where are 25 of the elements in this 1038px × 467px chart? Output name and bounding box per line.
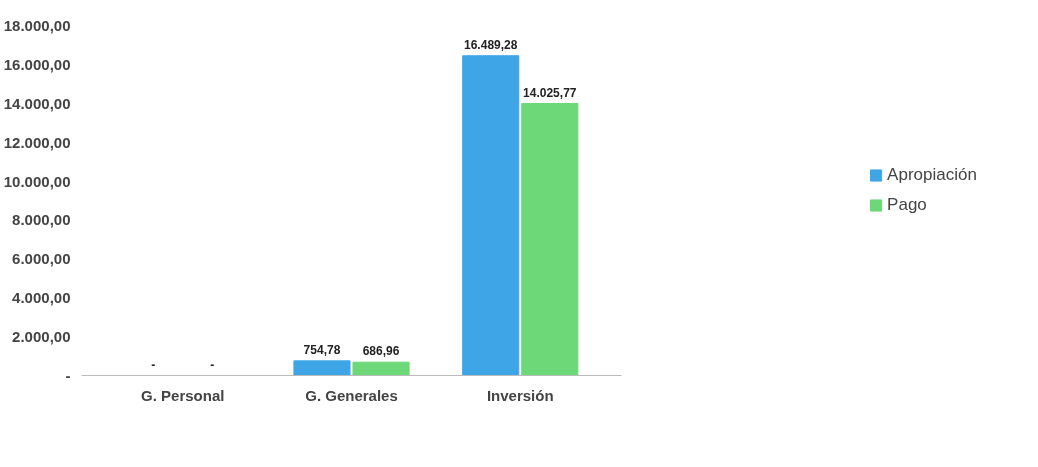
- y-tick-label: 8.000,00: [12, 211, 71, 229]
- y-tick-label: -: [65, 366, 71, 384]
- y-tick-label: 10.000,00: [3, 172, 71, 190]
- x-tick-label: Inversión: [486, 386, 554, 404]
- data-label: -: [151, 357, 156, 372]
- y-tick-label: 16.000,00: [3, 56, 71, 74]
- y-tick-label: 6.000,00: [12, 250, 71, 268]
- bar: [521, 103, 579, 376]
- y-tick-label: 14.000,00: [3, 95, 71, 113]
- y-tick-label: 12.000,00: [3, 133, 71, 151]
- legend-label: Pago: [887, 195, 927, 215]
- legend-label: Apropiación: [887, 165, 977, 185]
- bar: [293, 360, 351, 376]
- data-label: -: [210, 357, 215, 372]
- bar: [352, 361, 410, 376]
- bar: [462, 55, 520, 376]
- data-label: 754,78: [303, 342, 341, 357]
- x-tick-label: G. Personal: [141, 386, 225, 404]
- data-label: 14.025,77: [523, 85, 577, 100]
- y-tick-label: 2.000,00: [12, 327, 71, 345]
- data-label: 686,96: [362, 344, 400, 359]
- x-tick-label: G. Generales: [305, 386, 398, 404]
- data-label: 16.489,28: [464, 37, 518, 52]
- y-tick-label: 18.000,00: [3, 17, 71, 35]
- y-tick-label: 4.000,00: [12, 288, 71, 306]
